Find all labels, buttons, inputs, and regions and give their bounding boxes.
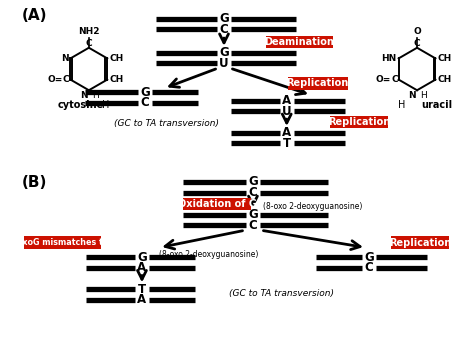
Text: C: C	[86, 39, 92, 48]
Text: A: A	[137, 261, 146, 274]
Text: Replication: Replication	[286, 78, 349, 89]
Text: (B): (B)	[21, 175, 46, 190]
Text: H: H	[102, 100, 110, 110]
Text: N: N	[409, 91, 416, 100]
Text: G: G	[248, 208, 258, 221]
Text: H: H	[92, 91, 99, 100]
FancyBboxPatch shape	[391, 237, 449, 249]
Text: O=: O=	[47, 75, 63, 84]
Text: (GC to TA transversion): (GC to TA transversion)	[229, 289, 334, 298]
Text: T: T	[138, 283, 146, 296]
Text: H: H	[398, 100, 405, 110]
Text: A: A	[137, 293, 146, 306]
Text: C: C	[219, 23, 228, 36]
Text: N: N	[80, 91, 88, 100]
Text: CH: CH	[109, 54, 123, 63]
Text: CH: CH	[438, 54, 452, 63]
Text: (GC to TA transversion): (GC to TA transversion)	[114, 119, 219, 128]
Text: A: A	[282, 126, 292, 139]
Text: O: O	[413, 27, 421, 36]
Text: N: N	[61, 54, 69, 63]
Text: G: G	[140, 86, 150, 99]
Text: (8-oxo 2-deoxyguanosine): (8-oxo 2-deoxyguanosine)	[263, 202, 362, 211]
Text: Oxidation of G: Oxidation of G	[178, 199, 257, 209]
Text: (8-oxo 2-deoxyguanosine): (8-oxo 2-deoxyguanosine)	[159, 251, 259, 260]
Text: U: U	[282, 105, 292, 118]
Text: CH: CH	[438, 75, 452, 84]
Text: C: C	[365, 261, 373, 274]
Text: T: T	[283, 137, 291, 150]
Text: C: C	[391, 75, 398, 84]
FancyBboxPatch shape	[24, 237, 101, 249]
Text: O=: O=	[375, 75, 391, 84]
FancyBboxPatch shape	[265, 36, 333, 48]
Text: Replication: Replication	[328, 117, 390, 127]
Text: C: C	[248, 186, 257, 199]
Text: cytosine: cytosine	[58, 100, 104, 110]
Text: C: C	[140, 96, 149, 109]
Text: C: C	[248, 219, 257, 232]
Text: U: U	[219, 57, 229, 70]
Text: H: H	[420, 91, 427, 100]
Text: NH2: NH2	[78, 27, 100, 36]
Text: G: G	[364, 251, 374, 264]
FancyBboxPatch shape	[183, 198, 251, 210]
Text: G: G	[219, 46, 229, 59]
Text: 8-oxoG mismatches to A: 8-oxoG mismatches to A	[8, 238, 118, 247]
Text: G: G	[219, 12, 229, 25]
Text: Deamination: Deamination	[264, 37, 334, 47]
Text: (A): (A)	[21, 8, 47, 23]
FancyBboxPatch shape	[288, 77, 347, 90]
Text: G: G	[248, 175, 258, 188]
Text: HN: HN	[382, 54, 397, 63]
Text: C: C	[414, 39, 420, 48]
Text: G: G	[137, 251, 147, 264]
FancyBboxPatch shape	[330, 116, 388, 129]
Text: C: C	[63, 75, 70, 84]
Text: uracil: uracil	[421, 100, 452, 110]
Text: A: A	[282, 94, 292, 107]
Text: CH: CH	[109, 75, 123, 84]
Text: Replication: Replication	[389, 238, 451, 248]
